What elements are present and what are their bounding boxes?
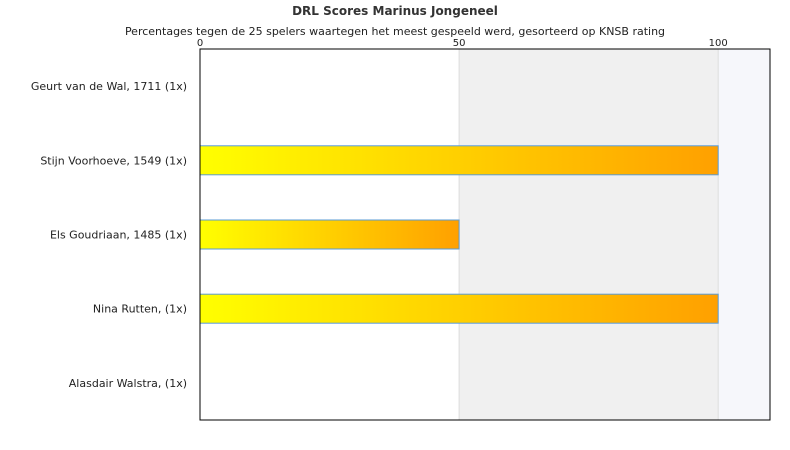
bar bbox=[199, 293, 719, 324]
plot-frame bbox=[199, 48, 771, 421]
category-label: Nina Rutten, (1x) bbox=[93, 303, 187, 316]
category-label: Geurt van de Wal, 1711 (1x) bbox=[31, 80, 187, 93]
chart-subtitle: Percentages tegen de 25 spelers waartege… bbox=[124, 25, 666, 38]
x-tick-label: 50 bbox=[453, 38, 466, 49]
bar bbox=[199, 145, 719, 176]
chart-title: DRL Scores Marinus Jongeneel bbox=[292, 4, 498, 18]
category-label: Stijn Voorhoeve, 1549 (1x) bbox=[40, 154, 187, 167]
grid-band bbox=[459, 49, 719, 420]
category-label: Alasdair Walstra, (1x) bbox=[69, 377, 187, 390]
bar bbox=[199, 219, 460, 250]
x-tick-label: 0 bbox=[197, 38, 203, 49]
x-tick-label: 100 bbox=[709, 38, 728, 49]
category-label: Els Goudriaan, 1485 (1x) bbox=[50, 229, 187, 242]
grid-band bbox=[718, 49, 770, 420]
